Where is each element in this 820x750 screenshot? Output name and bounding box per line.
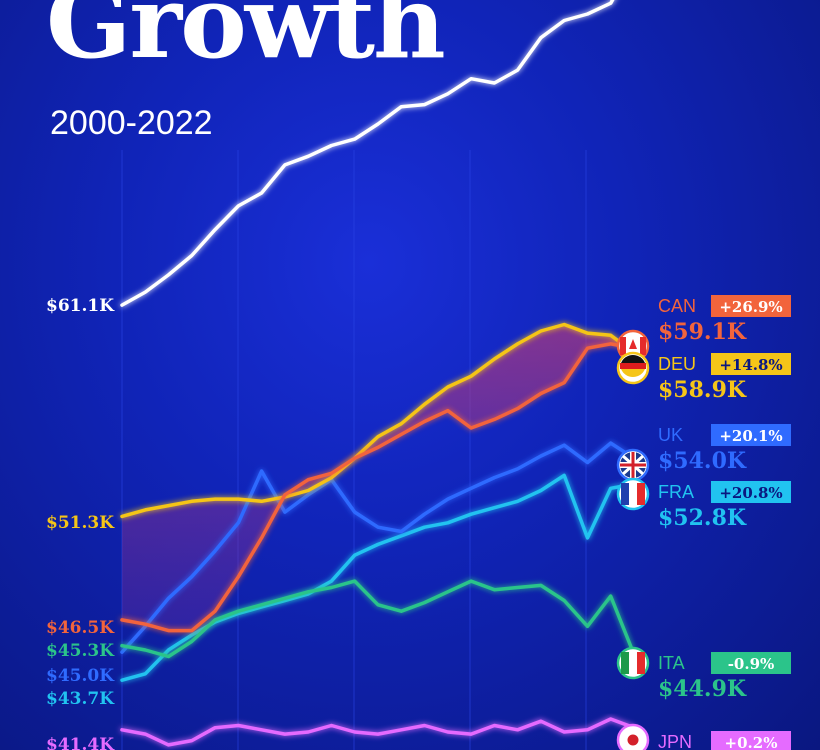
start-label-fra: $43.7K: [46, 689, 115, 709]
series-line-can: [120, 342, 636, 633]
change-value-ita: -0.9%: [728, 655, 775, 673]
country-code-can: CAN: [658, 296, 696, 316]
change-value-fra: +20.8%: [719, 484, 782, 502]
gridlines: [121, 150, 587, 750]
start-label-jpn: $41.4K: [46, 735, 115, 750]
end-value-can: $59.1K: [658, 319, 747, 345]
country-code-ita: ITA: [658, 653, 685, 673]
chart-title: Growth: [46, 0, 446, 81]
change-badge-fra: [711, 481, 791, 503]
change-value-can: +26.9%: [719, 298, 782, 316]
series-line-deu: [120, 322, 636, 519]
change-value-deu: +14.8%: [719, 356, 782, 374]
change-value-uk: +20.1%: [719, 427, 782, 445]
start-label-top: $61.1K: [46, 296, 115, 316]
canada-germany-gap-fill: [122, 324, 634, 631]
end-group-uk: UK +20.1% $54.0K: [616, 424, 791, 482]
start-label-can: $46.5K: [46, 618, 115, 638]
end-value-deu: $58.9K: [658, 377, 747, 403]
end-value-uk: $54.0K: [658, 448, 747, 474]
country-code-uk: UK: [658, 425, 683, 445]
series-line-uk: [120, 441, 636, 654]
end-group-fra: FRA +20.8% $52.8K: [616, 477, 791, 531]
end-group-deu: DEU +14.8% $58.9K: [616, 351, 791, 403]
start-label-ita: $45.3K: [46, 641, 115, 661]
country-code-deu: DEU: [658, 354, 696, 374]
chart-subtitle: 2000-2022: [50, 104, 213, 142]
series-line-jpn: [120, 717, 636, 747]
end-value-fra: $52.8K: [658, 505, 747, 531]
change-value-jpn: +0.2%: [725, 734, 778, 750]
country-code-fra: FRA: [658, 482, 694, 502]
gap-fill-area: [122, 324, 634, 631]
country-code-jpn: JPN: [658, 732, 692, 750]
series-line-top: [120, 0, 615, 307]
start-label-deu: $51.3K: [46, 513, 115, 533]
end-group-can: CAN +26.9% $59.1K: [616, 295, 791, 363]
series-line-ita: [120, 579, 636, 659]
change-badge-uk: [711, 424, 791, 446]
change-badge-deu: [711, 353, 791, 375]
end-value-ita: $44.9K: [658, 676, 747, 702]
end-group-jpn: JPN +0.2%: [616, 723, 791, 750]
change-badge-ita: [711, 652, 791, 674]
start-label-uk: $45.0K: [46, 666, 115, 686]
end-group-ita: ITA -0.9% $44.9K: [616, 646, 791, 702]
series-lines: [120, 0, 636, 747]
series-labels: $61.1K $46.5K $51.3K $45.0K $43.7K $45.3K $41.…: [46, 295, 791, 750]
change-badge-jpn: [711, 731, 791, 750]
change-badge-can: [711, 295, 791, 317]
